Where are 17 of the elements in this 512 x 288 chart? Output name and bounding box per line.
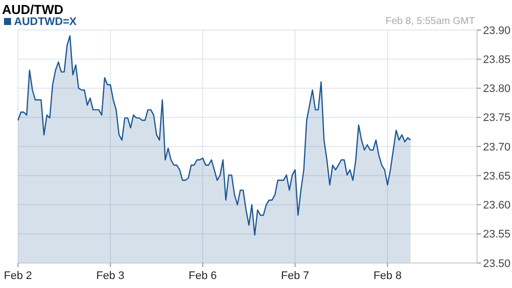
x-tick-label: Feb 8: [373, 270, 402, 282]
x-tick-label: Feb 2: [4, 270, 32, 282]
chart-title: AUD/TWD: [2, 2, 64, 17]
y-tick-label: 23.90: [483, 24, 511, 37]
legend-label: AUDTWD=X: [14, 16, 78, 28]
y-tick-label: 23.75: [483, 112, 511, 124]
x-tick-label: Feb 7: [281, 270, 310, 282]
y-tick-label: 23.55: [483, 228, 511, 241]
y-tick-label: 23.85: [483, 54, 511, 66]
y-tick-label: 23.70: [483, 141, 511, 154]
x-tick-label: Feb 3: [96, 270, 124, 282]
x-tick-label: Feb 6: [188, 270, 217, 282]
y-tick-label: 23.50: [483, 258, 511, 270]
y-tick-label: 23.80: [483, 83, 511, 96]
y-tick-label: 23.60: [483, 200, 511, 212]
text: Feb 8, 5:55am GMT: [386, 16, 475, 27]
y-tick-label: 23.65: [483, 170, 511, 182]
